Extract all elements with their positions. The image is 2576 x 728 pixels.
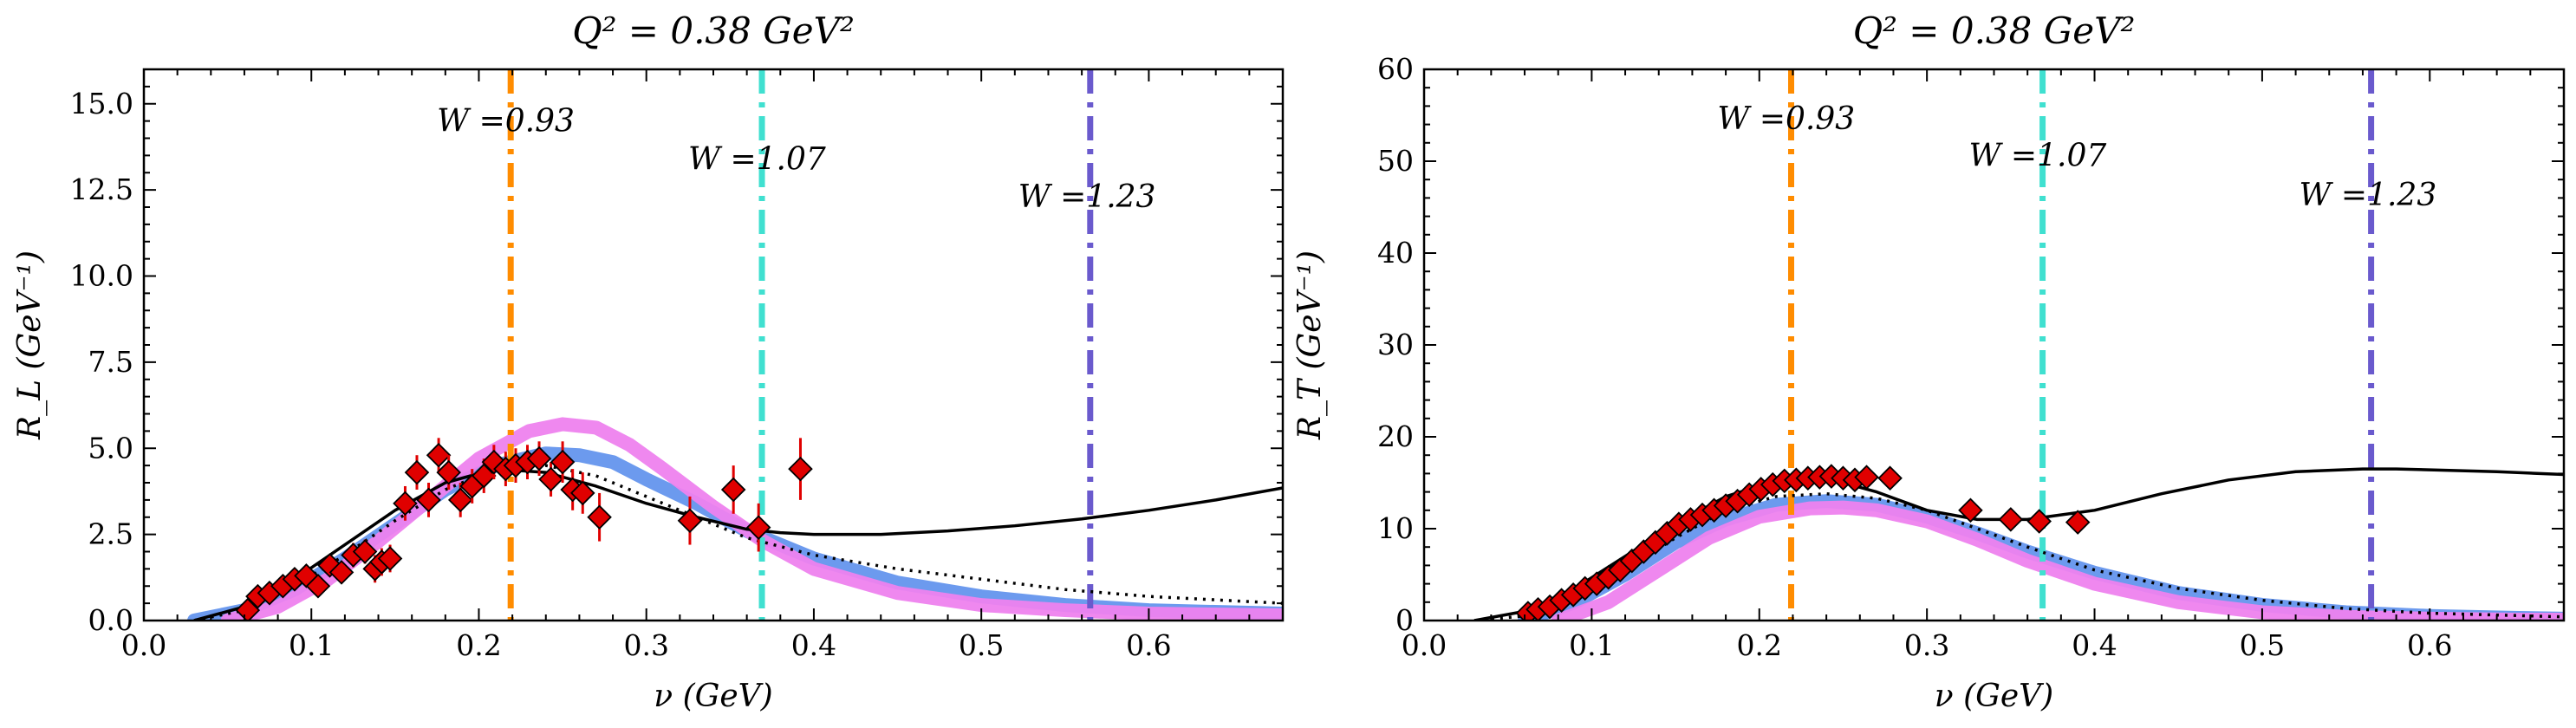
rt-vline-label-2: W =1.23 xyxy=(2299,178,2436,213)
rl-data-point-18 xyxy=(436,459,461,485)
rt-data-markers xyxy=(1515,464,2091,621)
rl-xtick-label-3: 0.3 xyxy=(623,628,668,662)
rt-ytick-label-2: 20 xyxy=(1377,419,1414,453)
rt-chart-title: Q² = 0.38 GeV² xyxy=(1853,10,2136,52)
rl-ytick-label-6: 15.0 xyxy=(70,87,133,120)
rt-band-series-1 xyxy=(1551,500,2564,621)
rl-vline-label-2: W =1.23 xyxy=(1018,179,1156,215)
rl-vline-label-0: W =0.93 xyxy=(437,104,575,140)
rl-x-axis-title: ν (GeV) xyxy=(654,679,772,714)
rt-y-axis-title: R_T (GeV⁻¹) xyxy=(1292,250,1328,440)
rl-data-point-19 xyxy=(447,487,473,513)
rt-data-point-32 xyxy=(1998,507,2024,532)
rt-xtick-label-1: 0.1 xyxy=(1569,628,1614,662)
rl-data-point-34 xyxy=(745,515,771,540)
rl-y-axis-title: R_L (GeV⁻¹) xyxy=(12,250,48,440)
rl-vline-label-1: W =1.07 xyxy=(688,141,826,177)
rl-data-point-21 xyxy=(471,463,497,489)
rt-data-point-31 xyxy=(1958,497,1983,523)
rl-data-point-6 xyxy=(305,573,331,599)
rl-ytick-label-5: 12.5 xyxy=(70,172,133,206)
rl-chart-title: Q² = 0.38 GeV² xyxy=(572,10,855,52)
rt-chart-panel: 0.0 0.1 0.2 0.3 0.4 0.5 0.6 0 10 20 30 40 50 60 W =0.9… xyxy=(1292,10,2566,714)
rl-data-point-35 xyxy=(788,456,813,482)
rt-vline-label-0: W =0.93 xyxy=(1717,101,1855,137)
rl-solid-curve xyxy=(193,467,1283,621)
rt-xtick-label-6: 0.6 xyxy=(2407,628,2452,662)
rt-xtick-label-3: 0.3 xyxy=(1904,628,1949,662)
rl-ytick-label-1: 2.5 xyxy=(88,517,133,551)
rt-ytick-label-6: 60 xyxy=(1377,52,1414,86)
rl-data-point-13 xyxy=(377,546,403,571)
rl-xtick-label-5: 0.5 xyxy=(959,628,1004,662)
rt-ytick-label-3: 30 xyxy=(1377,328,1414,361)
rl-data-point-30 xyxy=(570,480,595,506)
rt-ytick-label-5: 50 xyxy=(1377,144,1414,178)
rl-data-point-27 xyxy=(538,466,563,492)
rt-plot-area xyxy=(1473,69,2564,621)
rl-xtick-label-2: 0.2 xyxy=(456,628,501,662)
rl-data-point-0 xyxy=(235,597,261,621)
rl-ytick-label-0: 0.0 xyxy=(88,603,133,637)
rt-ytick-label-1: 10 xyxy=(1377,511,1414,545)
rl-xtick-label-1: 0.1 xyxy=(289,628,334,662)
rl-ytick-label-3: 7.5 xyxy=(88,345,133,379)
rl-plot-area xyxy=(186,69,1283,621)
rt-ytick-label-4: 40 xyxy=(1377,236,1414,270)
rl-ytick-label-2: 5.0 xyxy=(88,431,133,465)
rt-ytick-label-0: 0 xyxy=(1395,603,1414,637)
rl-data-markers xyxy=(235,438,813,621)
rt-data-point-33 xyxy=(2026,509,2052,534)
rl-data-point-22 xyxy=(481,449,507,475)
rt-data-point-34 xyxy=(2065,510,2091,535)
rl-band-series-1 xyxy=(220,417,1283,621)
rl-xtick-label-6: 0.6 xyxy=(1126,628,1171,662)
rt-data-point-30 xyxy=(1877,465,1903,491)
rt-xtick-label-4: 0.4 xyxy=(2072,628,2117,662)
rl-data-point-15 xyxy=(404,459,430,485)
rl-data-point-28 xyxy=(550,449,576,475)
rt-xtick-label-2: 0.2 xyxy=(1737,628,1782,662)
rl-data-point-31 xyxy=(587,504,612,530)
rt-xtick-label-5: 0.5 xyxy=(2240,628,2285,662)
rl-xtick-label-4: 0.4 xyxy=(791,628,836,662)
rl-data-point-26 xyxy=(526,445,552,471)
rl-data-point-33 xyxy=(720,477,746,503)
rl-data-point-16 xyxy=(416,487,441,513)
rl-data-point-14 xyxy=(393,491,418,517)
rl-data-point-32 xyxy=(677,508,703,533)
rl-data-point-10 xyxy=(352,539,378,564)
rl-ytick-label-4: 10.0 xyxy=(70,259,133,293)
rt-xtick-label-0: 0.0 xyxy=(1402,628,1447,662)
rt-x-axis-title: ν (GeV) xyxy=(1935,679,2053,714)
rl-data-point-17 xyxy=(426,442,452,468)
rl-data-point-8 xyxy=(329,560,355,585)
rt-vline-label-1: W =1.07 xyxy=(1968,138,2106,173)
rl-xtick-label-0: 0.0 xyxy=(121,628,166,662)
rl-chart-panel: 0.0 0.1 0.2 0.3 0.4 0.5 0.6 0.0 2.5 5.0 7.5 10.0 12.… xyxy=(12,10,1285,714)
rt-data-point-29 xyxy=(1854,465,1879,490)
